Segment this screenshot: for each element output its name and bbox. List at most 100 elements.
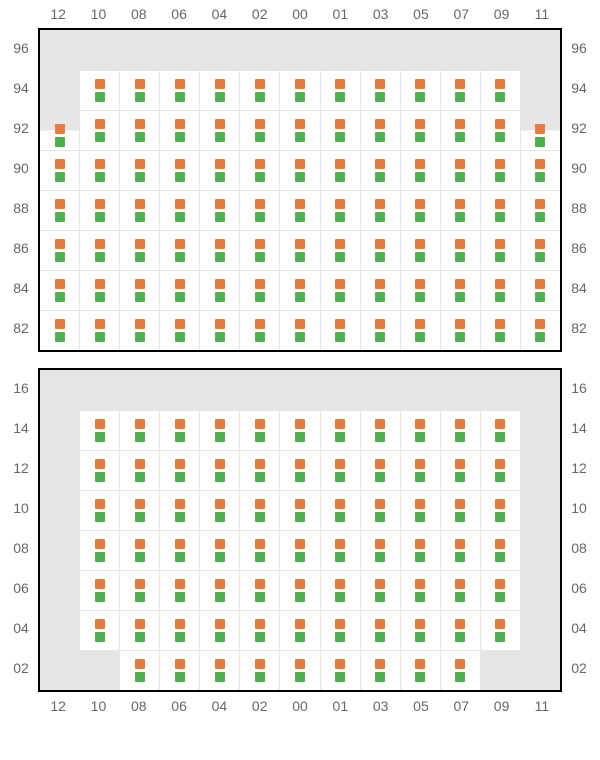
marker-a (335, 319, 345, 329)
marker-a (455, 159, 465, 169)
marker-b (455, 332, 465, 342)
well (79, 270, 119, 310)
well (360, 110, 400, 150)
marker-b (375, 132, 385, 142)
marker-b (255, 172, 265, 182)
well (360, 190, 400, 230)
marker-a (255, 659, 265, 669)
marker-b (215, 292, 225, 302)
well-empty (440, 30, 480, 70)
row-label: 88 (4, 188, 38, 228)
row-label: 04 (4, 608, 38, 648)
marker-a (215, 119, 225, 129)
marker-b (455, 212, 465, 222)
row-label: 06 (4, 568, 38, 608)
marker-b (535, 137, 545, 147)
marker-a (375, 419, 385, 429)
marker-b (95, 432, 105, 442)
marker-a (495, 319, 505, 329)
row-label: 82 (4, 308, 38, 348)
marker-a (375, 159, 385, 169)
row-label: 88 (562, 188, 596, 228)
well-empty (40, 570, 79, 610)
marker-b (415, 632, 425, 642)
marker-b (135, 132, 145, 142)
marker-a (415, 499, 425, 509)
marker-a (135, 159, 145, 169)
marker-a (495, 539, 505, 549)
well (199, 410, 239, 450)
well-empty (79, 650, 119, 690)
marker-b (95, 632, 105, 642)
marker-b (495, 632, 505, 642)
marker-b (55, 212, 65, 222)
well (440, 150, 480, 190)
marker-a (535, 159, 545, 169)
well-empty (279, 370, 319, 410)
marker-a (415, 79, 425, 89)
marker-b (495, 512, 505, 522)
well (239, 450, 279, 490)
marker-a (495, 419, 505, 429)
marker-b (335, 592, 345, 602)
marker-a (295, 159, 305, 169)
row-label: 10 (562, 488, 596, 528)
well (279, 610, 319, 650)
marker-a (295, 459, 305, 469)
marker-b (495, 472, 505, 482)
well (279, 530, 319, 570)
marker-a (255, 199, 265, 209)
marker-a (135, 499, 145, 509)
marker-a (375, 539, 385, 549)
marker-a (135, 459, 145, 469)
well (520, 310, 560, 350)
well-empty (360, 370, 400, 410)
marker-a (135, 79, 145, 89)
well (119, 490, 159, 530)
well (480, 610, 520, 650)
well-empty (520, 410, 560, 450)
marker-a (295, 659, 305, 669)
marker-b (55, 172, 65, 182)
marker-a (335, 119, 345, 129)
marker-a (455, 319, 465, 329)
column-label: 07 (441, 6, 481, 22)
well (119, 110, 159, 150)
marker-b (535, 212, 545, 222)
marker-a (295, 199, 305, 209)
well (159, 530, 199, 570)
well-empty (79, 30, 119, 70)
well (360, 490, 400, 530)
marker-a (415, 659, 425, 669)
marker-b (415, 332, 425, 342)
marker-b (95, 552, 105, 562)
marker-b (415, 512, 425, 522)
marker-a (335, 659, 345, 669)
column-label: 11 (522, 698, 562, 714)
marker-b (455, 432, 465, 442)
well (199, 310, 239, 350)
well (320, 150, 360, 190)
marker-b (135, 252, 145, 262)
marker-b (495, 92, 505, 102)
well (360, 530, 400, 570)
well (480, 230, 520, 270)
well (79, 110, 119, 150)
row-label: 94 (4, 68, 38, 108)
marker-a (375, 239, 385, 249)
marker-a (455, 579, 465, 589)
well (159, 70, 199, 110)
well (279, 70, 319, 110)
marker-a (455, 79, 465, 89)
well-grid (38, 368, 562, 692)
marker-b (295, 672, 305, 682)
marker-a (95, 199, 105, 209)
marker-b (215, 512, 225, 522)
well (79, 410, 119, 450)
well (400, 410, 440, 450)
marker-b (335, 252, 345, 262)
well (239, 490, 279, 530)
well (199, 450, 239, 490)
row-label: 92 (4, 108, 38, 148)
marker-b (455, 592, 465, 602)
